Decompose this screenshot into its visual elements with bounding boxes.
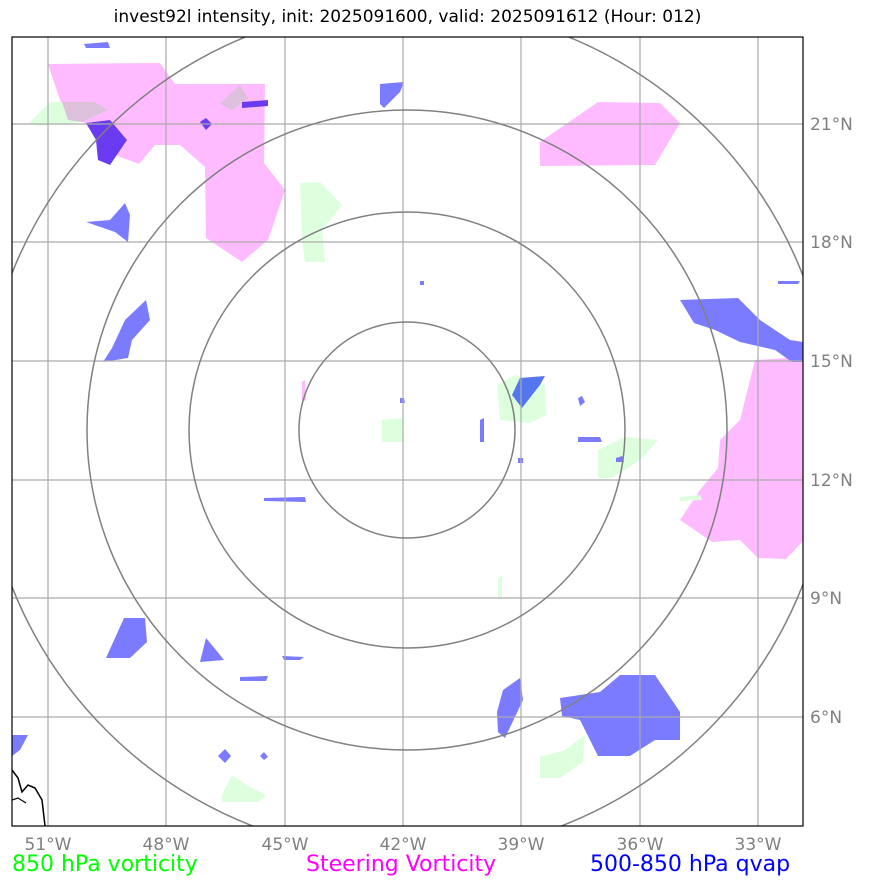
qvap-blob-8 (680, 298, 803, 362)
lat-tick: 21°N (810, 115, 853, 135)
legend-qvap: 500-850 hPa qvap (590, 852, 791, 877)
coastline (12, 769, 46, 826)
range-ring-2 (188, 211, 626, 649)
lon-tick: 39°W (498, 835, 545, 855)
qvap-blob-12 (578, 437, 602, 442)
range-rings (12, 37, 803, 826)
qvap-blob-19 (240, 676, 268, 681)
vort-blob-8 (498, 575, 502, 598)
steering-blob-east (680, 357, 803, 559)
plot-frame (11, 36, 804, 827)
vort-blob-5 (598, 437, 658, 478)
qvap-blob-15 (778, 281, 800, 284)
coastline-2 (12, 797, 27, 804)
overlap-1 (62, 102, 108, 122)
range-ring-3 (86, 109, 728, 751)
lon-tick: 42°W (380, 835, 427, 855)
vort-blob-9 (680, 495, 702, 501)
qvap-blob-23 (560, 675, 680, 756)
lon-tick-labels: 51°W 48°W 45°W 42°W 39°W 36°W 33°W (25, 835, 782, 855)
qvap-blob-22 (497, 678, 523, 738)
vort-blob-4 (382, 418, 404, 442)
steering-vorticity-layer (48, 63, 803, 559)
legend-steering-vorticity: Steering Vorticity (306, 852, 497, 877)
vort-blob-6 (540, 735, 585, 778)
lat-tick: 6°N (810, 708, 842, 728)
overlap-layer (62, 85, 248, 122)
lat-tick: 9°N (810, 589, 842, 609)
lat-tick: 18°N (810, 233, 853, 253)
lat-tick: 12°N (810, 471, 853, 491)
range-ring-1 (298, 321, 516, 539)
qvap-blob-9 (512, 376, 545, 408)
qvap-blob-11 (578, 396, 585, 406)
qvap-blob-16 (106, 618, 147, 658)
qvap-blob-24 (12, 735, 28, 756)
qvap-blob-27 (420, 281, 424, 285)
map-plot-area (12, 37, 803, 826)
lon-tick: 51°W (25, 835, 72, 855)
qvap-layer (12, 42, 803, 763)
qvap-blob-2 (380, 82, 404, 108)
legend-850-vorticity: 850 hPa vorticity (12, 852, 198, 877)
qvap-blob-18 (282, 656, 304, 660)
lon-tick: 36°W (617, 835, 664, 855)
vort-blob-7 (222, 775, 266, 802)
qvap-blob-13 (616, 456, 624, 462)
qvap-blob-17 (200, 638, 224, 662)
steering-blob-nw (48, 63, 285, 262)
qvap-blob-7 (103, 300, 150, 362)
lon-tick: 45°W (262, 835, 309, 855)
qvap-blob-6 (86, 203, 130, 242)
lon-tick: 33°W (735, 835, 782, 855)
lat-tick-labels: 21°N 18°N 15°N 12°N 9°N 6°N (810, 115, 853, 728)
vort-blob-2 (300, 182, 342, 262)
qvap-blob-20 (218, 749, 231, 763)
steering-blob-ne (540, 102, 680, 166)
qvap-blob-21 (260, 752, 268, 760)
graticule (12, 37, 803, 826)
map-title: invest92l intensity, init: 2025091600, v… (113, 7, 702, 27)
qvap-blob-10 (480, 418, 484, 442)
overlap-2 (220, 85, 248, 110)
qvap-blob-3 (86, 120, 127, 165)
lat-tick: 15°N (810, 352, 853, 372)
qvap-blob-5 (242, 100, 268, 108)
qvap-blob-1 (84, 42, 110, 48)
lon-tick: 48°W (143, 835, 190, 855)
